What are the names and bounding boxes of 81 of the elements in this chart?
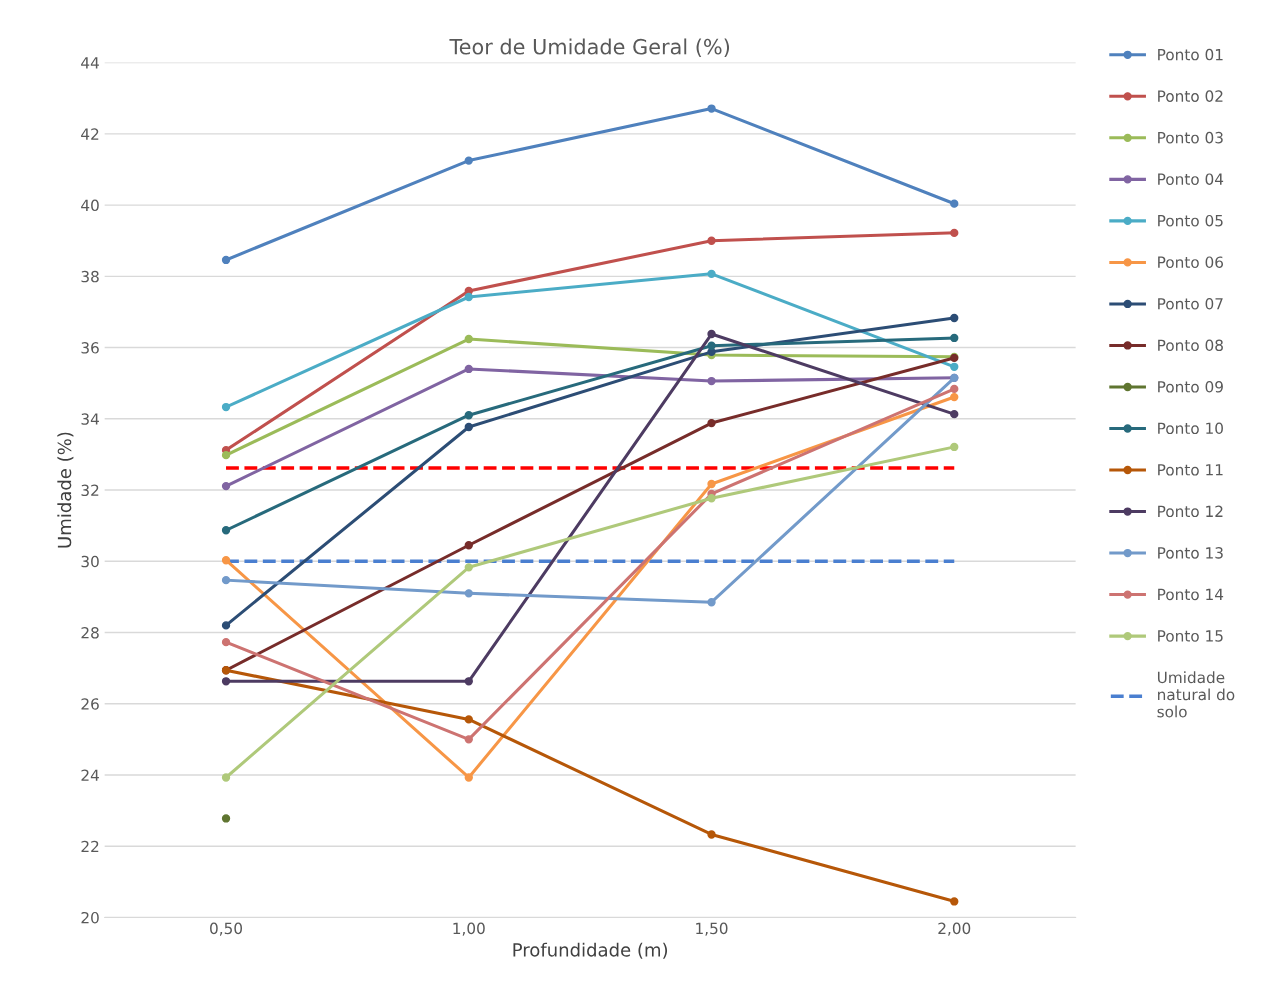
legend-label: Ponto 10: [1158, 422, 1223, 435]
legend-label: Ponto 15: [1158, 630, 1223, 642]
point: [950, 228, 959, 238]
legend-label: Ponto 11: [1158, 464, 1223, 476]
y-tick-label: 30: [81, 555, 99, 568]
chart-title: Teor de Umidade Geral (%): [449, 38, 730, 58]
point: [464, 156, 473, 165]
point: [707, 418, 716, 428]
y-tick-label: 44: [81, 57, 99, 69]
point: [950, 313, 959, 323]
y-tick-label: 42: [81, 128, 99, 140]
y-axis-title: Umidade (%): [57, 432, 74, 548]
y-tick-label: 34: [81, 413, 99, 425]
y-tick-label: 32: [81, 484, 99, 497]
point: [221, 481, 231, 491]
legend-label: Umidade natural do solo: [1157, 671, 1235, 718]
legend-label: Ponto 14: [1158, 588, 1224, 601]
legend-label: Ponto 13: [1158, 547, 1223, 559]
point: [221, 677, 231, 686]
point: [464, 773, 473, 782]
point: [707, 341, 716, 350]
legend-label: Ponto 08: [1158, 339, 1223, 352]
point: [950, 199, 959, 208]
legend-label: Ponto 01: [1158, 48, 1223, 61]
point: [950, 410, 959, 419]
point: [950, 362, 959, 371]
point: [707, 494, 716, 503]
point: [707, 104, 716, 113]
y-tick-label: 20: [81, 911, 99, 924]
x-tick-label: 1,50: [696, 922, 728, 936]
point: [707, 830, 716, 839]
point: [707, 376, 716, 386]
legend-label: Ponto 02: [1158, 90, 1223, 102]
point: [464, 735, 473, 744]
point: [950, 384, 959, 394]
point: [221, 255, 231, 265]
point: [464, 292, 473, 302]
point: [221, 773, 231, 782]
point: [707, 598, 716, 607]
point: [221, 556, 231, 565]
point: [950, 333, 959, 343]
legend-label: Ponto 06: [1158, 256, 1224, 268]
point: [464, 677, 473, 686]
point: [464, 411, 473, 420]
point: [707, 329, 716, 339]
point: [950, 442, 959, 452]
point: [464, 364, 473, 374]
y-tick-label: 24: [81, 769, 99, 781]
x-axis-title: Profundidade (m): [513, 942, 668, 959]
y-tick-label: 38: [81, 270, 99, 283]
point: [464, 715, 473, 724]
legend-label: Ponto 04: [1158, 173, 1224, 185]
y-tick-label: 22: [81, 840, 99, 853]
point: [221, 450, 231, 460]
point: [464, 563, 473, 572]
y-tick-label: 36: [81, 342, 99, 354]
y-tick-label: 40: [81, 199, 99, 212]
y-tick-label: 26: [81, 698, 99, 710]
point: [221, 402, 231, 412]
point: [221, 526, 231, 535]
point: [707, 479, 716, 489]
legend-label: Ponto 09: [1158, 380, 1223, 393]
legend-label: Ponto 03: [1158, 131, 1223, 144]
point: [221, 575, 231, 585]
x-tick-label: 1,00: [453, 922, 485, 936]
point: [707, 269, 716, 279]
legend-label: Ponto 07: [1158, 297, 1223, 310]
x-tick-label: 2,00: [938, 922, 971, 936]
point: [464, 334, 473, 344]
y-tick-label: 28: [81, 626, 99, 639]
point: [950, 392, 959, 402]
legend-label: Ponto 05: [1158, 214, 1223, 227]
point: [464, 589, 473, 598]
legend-label: Ponto 12: [1158, 505, 1223, 518]
x-tick-label: 0,50: [210, 922, 243, 936]
point: [707, 236, 716, 245]
point: [464, 422, 473, 432]
point: [464, 541, 473, 550]
point: [221, 637, 231, 647]
point: [221, 621, 231, 630]
point: [950, 897, 959, 906]
